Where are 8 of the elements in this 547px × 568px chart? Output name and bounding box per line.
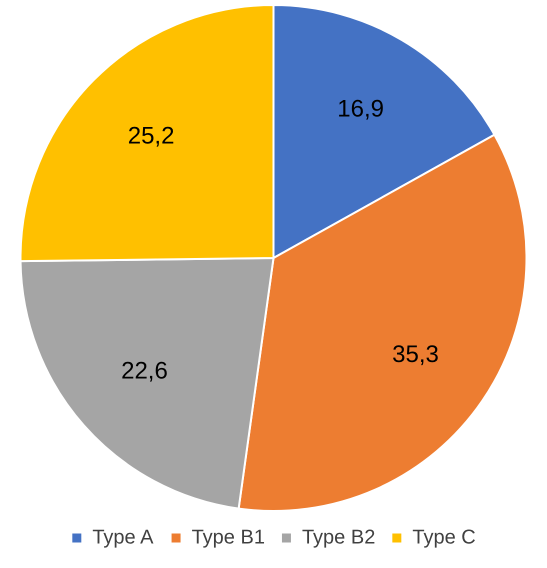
legend-label: Type B2 (302, 526, 376, 549)
data-label: 25,2 (128, 122, 174, 150)
data-label: 35,3 (392, 340, 439, 368)
legend-label: Type A (92, 526, 154, 549)
data-label: 22,6 (121, 357, 168, 384)
data-label: 16,9 (337, 95, 384, 122)
legend-label: Type C (412, 526, 476, 549)
legend-label: Type B1 (192, 526, 265, 549)
